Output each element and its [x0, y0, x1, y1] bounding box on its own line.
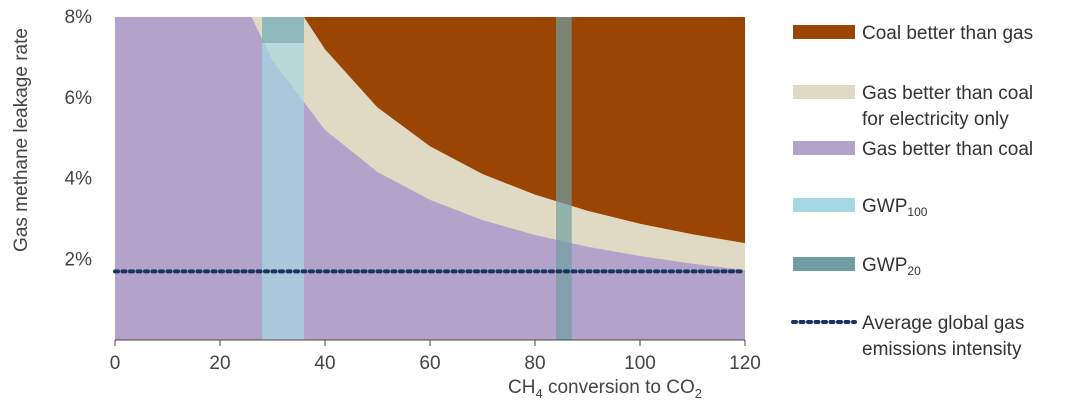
x-tick-label: 40: [314, 353, 335, 374]
y-axis-title: Gas methane leakage rate: [11, 28, 32, 252]
y-ticks: 2% 4% 6% 8%: [65, 7, 93, 270]
band-gwp-overlap: [262, 17, 304, 43]
legend: Coal better than gas Gas better than coal…: [791, 23, 1033, 360]
x-ticks: 0 20 40 60 80 100 120: [110, 340, 761, 374]
x-tick-label: 0: [110, 353, 121, 374]
x-tick-label: 20: [209, 353, 230, 374]
legend-label-coal-better: Coal better than gas: [862, 23, 1033, 44]
band-gwp20: [556, 17, 572, 340]
legend-label-average-line: Average global gas emissions intensity: [862, 313, 1024, 360]
legend-swatch-gas-better: [793, 141, 855, 155]
x-tick-label: 120: [729, 353, 761, 374]
legend-swatch-gwp100: [793, 198, 855, 212]
band-gwp100: [262, 17, 304, 340]
region-coal-better-than-gas: [304, 17, 745, 244]
x-axis-title: CH4 conversion to CO2: [508, 377, 702, 401]
y-tick-label: 6%: [65, 88, 93, 109]
y-tick-label: 4%: [65, 169, 93, 190]
x-tick-label: 100: [624, 353, 656, 374]
legend-label-gas-better-electricity: Gas better than coal for electricity only: [862, 83, 1033, 130]
legend-swatch-gas-better-electricity: [793, 85, 855, 99]
legend-label-gas-better: Gas better than coal: [862, 139, 1033, 160]
x-tick-label: 60: [419, 353, 440, 374]
legend-swatch-coal-better: [793, 25, 855, 39]
legend-label-gwp100: GWP100: [862, 196, 928, 219]
y-tick-label: 8%: [65, 7, 93, 28]
legend-swatch-gwp20: [793, 257, 855, 271]
legend-label-gwp20: GWP20: [862, 255, 921, 278]
x-tick-label: 80: [524, 353, 545, 374]
y-tick-label: 2%: [65, 249, 93, 270]
plot-area: [113, 17, 747, 340]
